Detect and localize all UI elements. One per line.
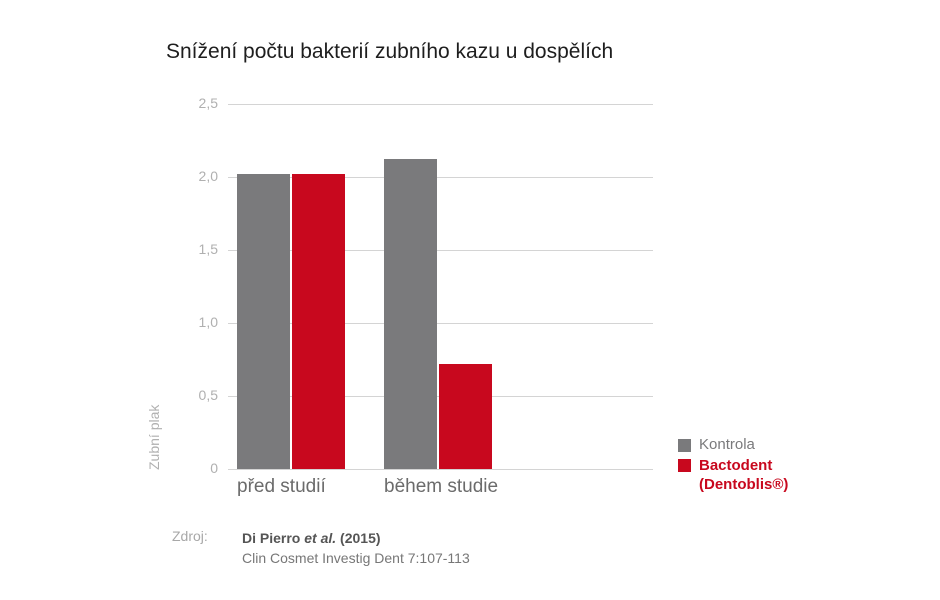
legend-item-kontrola: Kontrola xyxy=(678,436,788,453)
bar xyxy=(237,174,290,469)
y-tick-label: 1,0 xyxy=(198,314,218,330)
y-tick-label: 0,5 xyxy=(198,387,218,403)
gridline xyxy=(228,323,653,324)
source-author: Di Pierro xyxy=(242,530,301,546)
source-citation: Di Pierro et al. (2015) xyxy=(242,528,470,548)
y-tick-label: 1,5 xyxy=(198,241,218,257)
source-reference: Di Pierro et al. (2015) Clin Cosmet Inve… xyxy=(242,528,470,568)
y-tick-label: 2,5 xyxy=(198,95,218,111)
bar xyxy=(384,159,437,469)
legend-swatch-bactodent xyxy=(678,459,691,472)
gridline xyxy=(228,469,653,470)
chart-title: Snížení počtu bakterií zubního kazu u do… xyxy=(166,40,614,63)
gridline xyxy=(228,250,653,251)
y-tick-label: 0 xyxy=(210,460,218,476)
x-category-label: před studií xyxy=(237,476,326,497)
legend-label-kontrola: Kontrola xyxy=(699,436,755,453)
source-label: Zdroj: xyxy=(172,528,208,544)
legend-label-bactodent: Bactodent (Dentoblis®) xyxy=(699,456,788,494)
legend-label-bactodent-line1: Bactodent xyxy=(699,457,773,474)
source-etal: et al. xyxy=(304,530,337,546)
gridline xyxy=(228,177,653,178)
legend-label-bactodent-line2: (Dentoblis®) xyxy=(699,476,789,493)
legend-item-bactodent: Bactodent (Dentoblis®) xyxy=(678,456,788,494)
source-year: (2015) xyxy=(340,530,381,546)
legend-swatch-kontrola xyxy=(678,439,691,452)
y-axis-title: Zubní plak xyxy=(146,404,162,470)
x-category-label: během studie xyxy=(384,476,499,497)
y-tick-label: 2,0 xyxy=(198,168,218,184)
bar xyxy=(439,363,492,469)
source-journal: Clin Cosmet Investig Dent 7:107-113 xyxy=(242,550,470,566)
legend: Kontrola Bactodent (Dentoblis®) xyxy=(678,436,788,497)
bar xyxy=(292,174,345,469)
gridline xyxy=(228,104,653,105)
